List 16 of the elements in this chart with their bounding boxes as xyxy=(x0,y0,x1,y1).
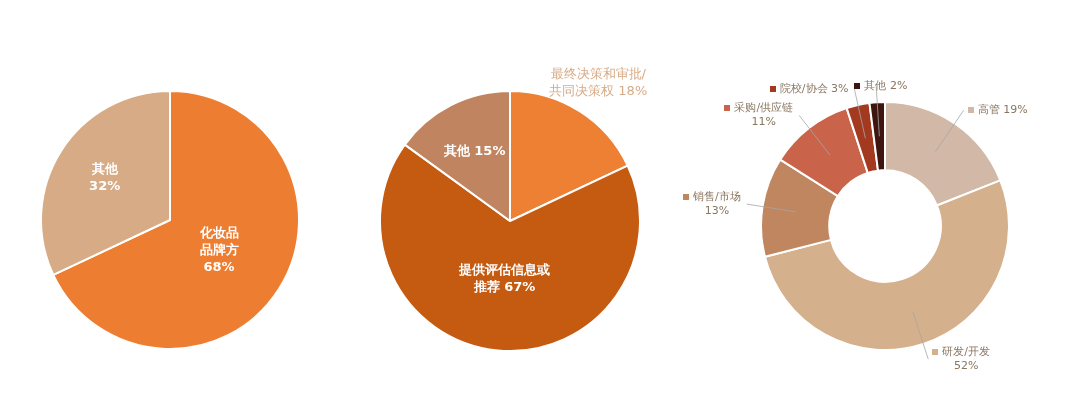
slice-label: 其他 15% xyxy=(442,142,506,158)
slice-label: 提供评估信息或推荐 67% xyxy=(457,262,550,295)
slice-label: 化妆品品牌方 xyxy=(198,225,239,258)
legend-label: 采购/供应链 xyxy=(734,101,794,115)
slice-label: 最终决策和审批/共同决策权 18% xyxy=(549,65,648,98)
data-label: 13% xyxy=(704,203,730,217)
data-label: 68% xyxy=(203,259,235,275)
data-label: 52% xyxy=(953,359,979,373)
data-label: 11% xyxy=(751,115,777,129)
legend-label: 销售/市场 xyxy=(692,189,741,203)
data-label: 32% xyxy=(89,178,121,194)
legend-label: 其他 2% xyxy=(864,79,908,93)
legend-label: 研发/开发 xyxy=(942,345,990,359)
slice-label: 其他 xyxy=(90,161,119,177)
legend-label: 院校/协会 3% xyxy=(779,82,849,96)
legend-label: 高管 19% xyxy=(977,103,1028,117)
